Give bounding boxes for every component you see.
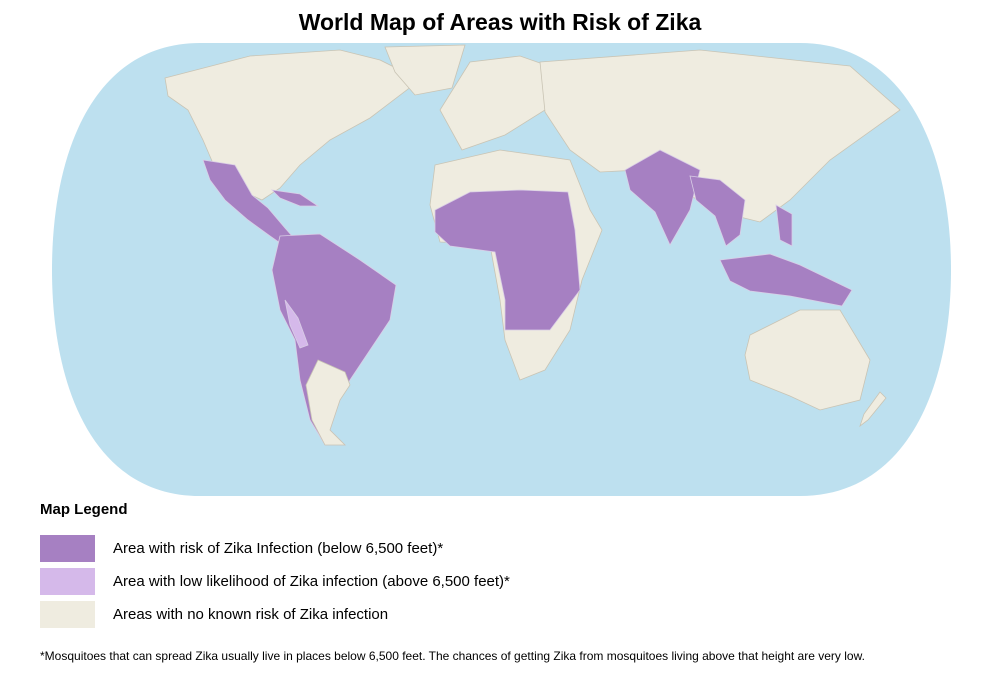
- southern-cone: [305, 359, 351, 446]
- philippines: [775, 204, 793, 247]
- legend-swatch: [40, 535, 95, 562]
- legend-label: Area with low likelihood of Zika infecti…: [113, 573, 510, 590]
- footnote: *Mosquitoes that can spread Zika usually…: [40, 649, 865, 663]
- southeast-asia: [689, 175, 746, 247]
- legend-label: Areas with no known risk of Zika infecti…: [113, 606, 388, 623]
- legend-swatch: [40, 568, 95, 595]
- north-america: [164, 49, 421, 201]
- australia: [744, 309, 871, 411]
- greenland: [384, 44, 466, 96]
- andes-high: [284, 299, 309, 349]
- new-zealand: [859, 391, 887, 428]
- map-title: World Map of Areas with Risk of Zika: [299, 9, 702, 35]
- legend-title: Map Legend: [40, 501, 128, 518]
- india: [624, 149, 701, 246]
- indonesia: [719, 253, 853, 307]
- legend-swatch: [40, 601, 95, 628]
- legend: Map Legend Area with risk of Zika Infect…: [40, 501, 510, 628]
- world-map: [52, 43, 951, 496]
- legend-label: Area with risk of Zika Infection (below …: [113, 540, 443, 557]
- central-africa: [434, 189, 581, 331]
- caribbean: [270, 189, 320, 207]
